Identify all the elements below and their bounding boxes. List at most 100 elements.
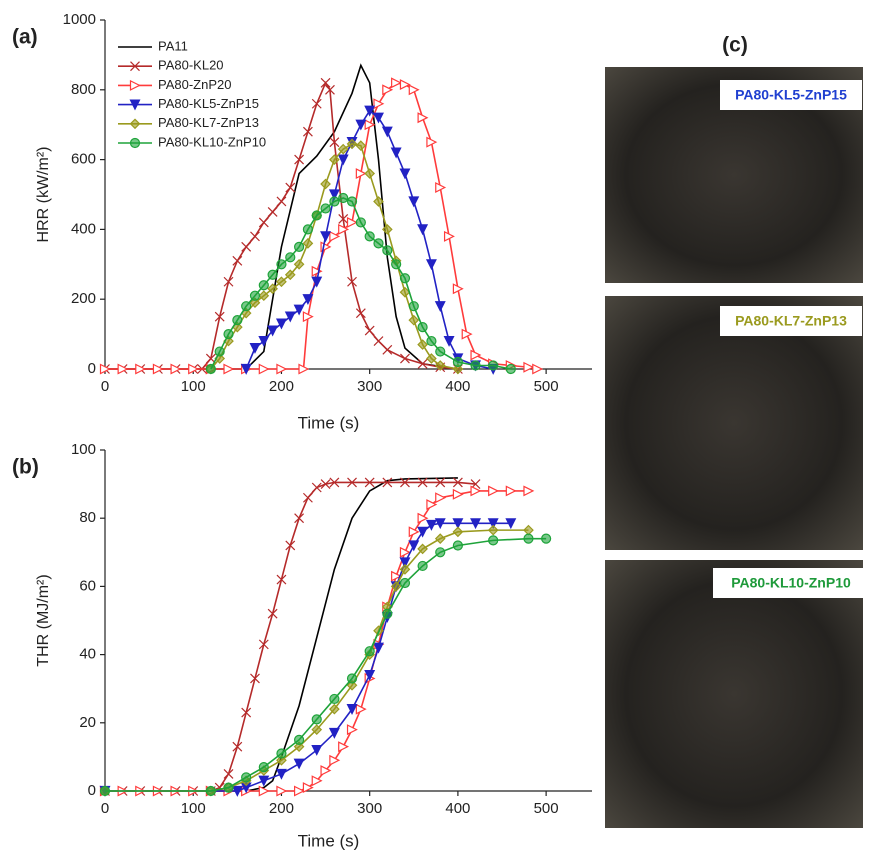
marker	[417, 477, 428, 488]
marker	[267, 283, 278, 295]
marker	[523, 485, 535, 497]
legend-label: PA80-KL7-ZnP13	[158, 115, 259, 130]
y-axis-label: HRR (kW/m²)	[35, 147, 52, 243]
marker	[434, 360, 446, 371]
marker	[232, 255, 243, 266]
y-tick-label: 600	[71, 151, 96, 168]
marker	[408, 314, 420, 326]
marker	[408, 301, 419, 312]
marker	[205, 363, 216, 375]
marker	[302, 311, 314, 323]
marker	[311, 482, 322, 493]
photo-label-box	[720, 80, 862, 110]
marker	[391, 570, 402, 582]
marker	[426, 136, 438, 148]
marker	[329, 754, 341, 766]
marker	[443, 335, 455, 347]
marker	[294, 154, 305, 165]
marker	[505, 363, 516, 375]
marker	[346, 724, 358, 736]
marker	[399, 286, 411, 298]
legend-label: PA80-KL5-ZnP15	[158, 96, 259, 111]
x-tick-label: 100	[181, 800, 206, 817]
marker	[488, 535, 499, 546]
marker	[241, 301, 252, 312]
marker	[302, 294, 314, 306]
y-tick-label: 0	[88, 782, 96, 799]
marker	[302, 224, 314, 235]
marker	[276, 259, 287, 270]
marker	[311, 98, 322, 109]
series-line	[105, 537, 547, 792]
legend-label: PA80-ZnP20	[158, 77, 231, 92]
marker	[258, 775, 270, 787]
marker	[488, 485, 500, 497]
marker	[258, 363, 270, 375]
marker	[117, 363, 129, 375]
panel-label: (c)	[722, 34, 748, 57]
marker	[417, 512, 429, 524]
photo-label: PA80-KL10-ZnP10	[731, 575, 851, 591]
marker	[417, 543, 428, 555]
marker	[364, 119, 376, 131]
marker	[382, 608, 393, 619]
marker	[435, 492, 447, 504]
y-axis-label: THR (MJ/m²)	[35, 574, 52, 666]
marker	[382, 84, 394, 96]
x-axis-label: Time (s)	[298, 831, 360, 850]
marker	[355, 308, 366, 319]
marker	[329, 196, 340, 207]
x-axis-label: Time (s)	[298, 413, 360, 432]
x-tick-label: 0	[101, 378, 109, 395]
marker	[338, 741, 350, 753]
y-tick-label: 40	[79, 646, 96, 663]
marker	[302, 238, 314, 249]
marker	[329, 477, 340, 488]
marker	[241, 707, 252, 718]
marker	[320, 77, 331, 88]
marker	[129, 79, 141, 91]
marker	[523, 361, 535, 373]
legend-label: PA80-KL20	[158, 58, 224, 73]
x-tick-label: 100	[181, 378, 206, 395]
marker	[382, 477, 393, 488]
marker	[400, 477, 410, 488]
marker	[426, 353, 437, 364]
marker	[328, 727, 340, 739]
marker	[355, 703, 367, 715]
marker	[258, 290, 270, 302]
marker	[284, 269, 296, 281]
marker	[328, 189, 340, 201]
marker	[364, 105, 376, 117]
marker	[399, 557, 411, 569]
marker	[470, 360, 481, 371]
marker	[337, 143, 349, 155]
marker	[298, 363, 310, 375]
series-line	[105, 522, 511, 792]
marker	[417, 112, 429, 124]
marker	[311, 744, 323, 756]
marker	[170, 363, 182, 375]
marker	[399, 577, 411, 589]
x-tick-label: 500	[534, 378, 559, 395]
marker	[461, 328, 473, 340]
marker	[505, 518, 517, 530]
marker	[329, 693, 340, 705]
marker	[275, 318, 287, 330]
marker	[329, 137, 340, 148]
marker	[417, 560, 428, 572]
marker	[338, 214, 349, 224]
marker	[214, 311, 225, 322]
marker	[364, 325, 375, 336]
marker	[452, 518, 464, 530]
marker	[355, 119, 367, 131]
x-tick-label: 300	[357, 378, 382, 395]
marker	[267, 608, 278, 619]
marker	[214, 346, 225, 357]
marker	[232, 315, 243, 326]
marker	[452, 526, 464, 538]
marker	[435, 346, 446, 357]
marker	[249, 290, 261, 301]
marker	[408, 526, 420, 538]
